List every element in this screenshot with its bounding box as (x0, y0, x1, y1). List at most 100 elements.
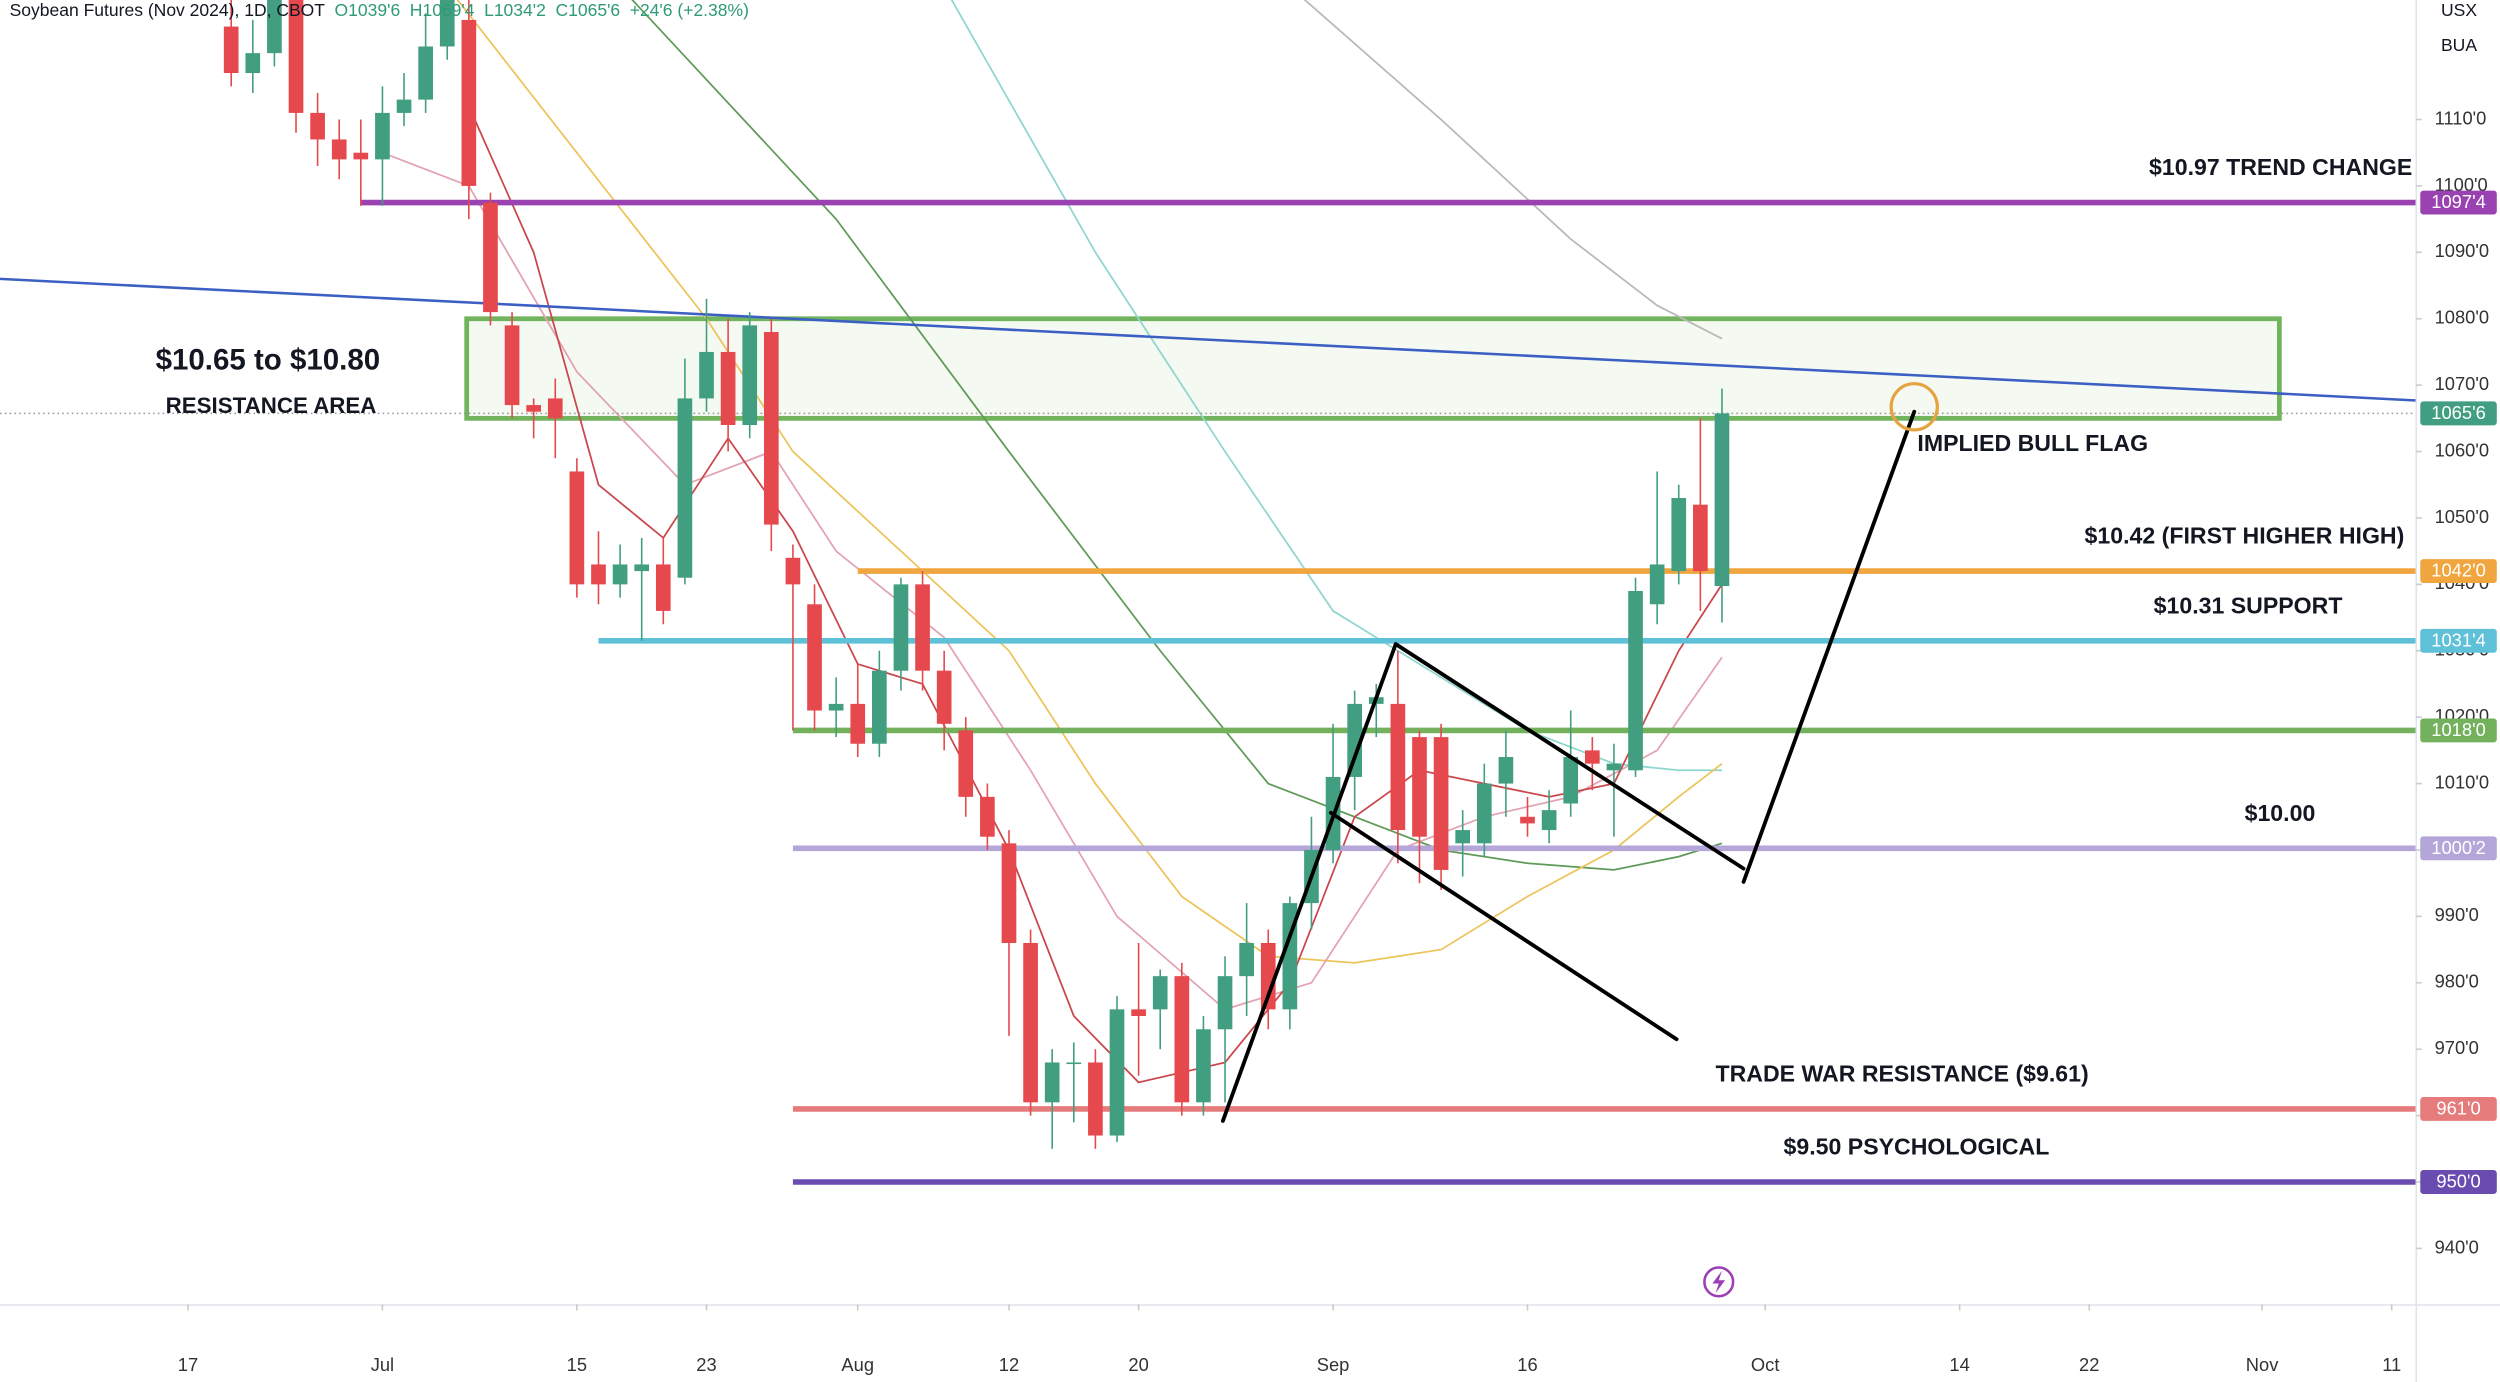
price-box (2420, 401, 2497, 426)
candle-body (1498, 757, 1514, 784)
candle-body (547, 398, 563, 419)
header-value: L1034'2 (484, 0, 546, 20)
candle-body (720, 351, 736, 425)
header-value: C1065'6 (555, 0, 620, 20)
candle-body (418, 46, 433, 100)
candle-body (699, 351, 714, 399)
candle-body (288, 0, 304, 113)
candle-body (1541, 810, 1557, 831)
candle-body (1476, 783, 1492, 844)
candle-body (1174, 976, 1190, 1103)
candle-body (1693, 504, 1708, 572)
candle-body (310, 112, 325, 140)
candle-body (1152, 976, 1168, 1010)
price-box-label: 1031'4 (2431, 629, 2485, 650)
candle-body (936, 670, 952, 724)
x-tick-label: Sep (1317, 1354, 1350, 1375)
y-tick-label: 1090'0 (2435, 240, 2489, 261)
level-note: $10.31 SUPPORT (2154, 592, 2343, 618)
candle-body (1649, 564, 1665, 605)
moving-average (468, 105, 1723, 1084)
candle-body (872, 670, 887, 744)
x-tick-label: 16 (1517, 1354, 1537, 1375)
header-value: H1069'4 (410, 0, 475, 20)
candle-body (1044, 1062, 1060, 1103)
candle-body (850, 703, 866, 744)
y-tick-label: 970'0 (2435, 1037, 2479, 1058)
level-note: $10.42 (FIRST HIGHER HIGH) (2085, 523, 2405, 549)
y-tick-label: 990'0 (2435, 904, 2479, 925)
trend-line (0, 277, 2416, 402)
logo-icon (1703, 1266, 1735, 1298)
zone-sublabel: RESISTANCE AREA (166, 393, 377, 418)
y-tick-label: 1060'0 (2435, 439, 2489, 460)
price-box-label: 950'0 (2436, 1171, 2480, 1192)
level-note: TRADE WAR RESISTANCE ($9.61) (1715, 1061, 2088, 1087)
candle-body (504, 325, 520, 406)
price-box (2420, 1097, 2497, 1121)
candle-body (1066, 1062, 1082, 1065)
candle-body (980, 796, 995, 837)
y-tick-label: 1070'0 (2435, 373, 2489, 394)
candle-body (353, 152, 369, 160)
price-box-label: 1000'2 (2431, 837, 2485, 858)
header-value: +24'6 (+2.38%) (630, 0, 749, 20)
candle-body (1671, 498, 1687, 572)
candle-body (1563, 757, 1579, 804)
moving-average (1303, 0, 1723, 340)
flag-line (1393, 642, 1746, 871)
candle-body (893, 584, 909, 671)
candle-body (828, 703, 844, 711)
candle-body (807, 604, 822, 711)
corner-label: BUA (2441, 35, 2477, 55)
candle-body (1412, 737, 1427, 837)
candle-body (1606, 763, 1622, 771)
candle-body (267, 0, 282, 54)
candle-body (569, 471, 585, 585)
candle-body (1455, 830, 1471, 844)
candle-body (1260, 942, 1276, 1010)
flag-line (1328, 810, 1679, 1042)
candle-body (439, 0, 455, 47)
target-circle (1889, 382, 1939, 432)
candle-body (331, 139, 347, 160)
candle-body (785, 557, 801, 585)
candle-body (591, 564, 606, 585)
candle-body (1714, 413, 1730, 587)
candle-body (396, 99, 412, 113)
price-box (2420, 559, 2497, 584)
candle-body (1239, 942, 1254, 977)
x-tick-label: Aug (841, 1354, 874, 1375)
candle-body (526, 405, 541, 412)
level-note: $10.97 TREND CHANGE (2149, 154, 2412, 180)
x-tick-label: Jul (371, 1354, 394, 1375)
candle-body (612, 564, 628, 585)
price-box-label: 1065'6 (2431, 402, 2485, 423)
y-tick-label: 940'0 (2435, 1236, 2479, 1257)
zone-label: $10.65 to $10.80 (156, 344, 381, 377)
x-tick-label: 23 (696, 1354, 716, 1375)
candle-body (223, 26, 239, 74)
candle-body (763, 332, 779, 525)
price-box-label: 1042'0 (2431, 560, 2485, 581)
candle-body (1628, 591, 1643, 771)
header-title: Soybean Futures (Nov 2024), 1D, CBOT (10, 0, 326, 20)
candle-body (461, 19, 477, 186)
corner-label: USX (2441, 0, 2477, 20)
y-tick-label: 1110'0 (2435, 107, 2487, 128)
x-tick-label: 11 (2382, 1354, 2401, 1375)
candle-body (1001, 843, 1017, 943)
candle-body (1520, 816, 1535, 824)
x-tick-label: 20 (1128, 1354, 1148, 1375)
x-tick-label: 12 (999, 1354, 1019, 1375)
candle-body (1088, 1062, 1103, 1136)
x-tick-label: 22 (2079, 1354, 2099, 1375)
price-box (2420, 836, 2497, 861)
price-box (2420, 1170, 2497, 1194)
price-box (2420, 628, 2497, 653)
price-box-label: 1018'0 (2431, 719, 2485, 740)
candle-body (375, 112, 390, 160)
y-tick-label: 1050'0 (2435, 506, 2489, 527)
